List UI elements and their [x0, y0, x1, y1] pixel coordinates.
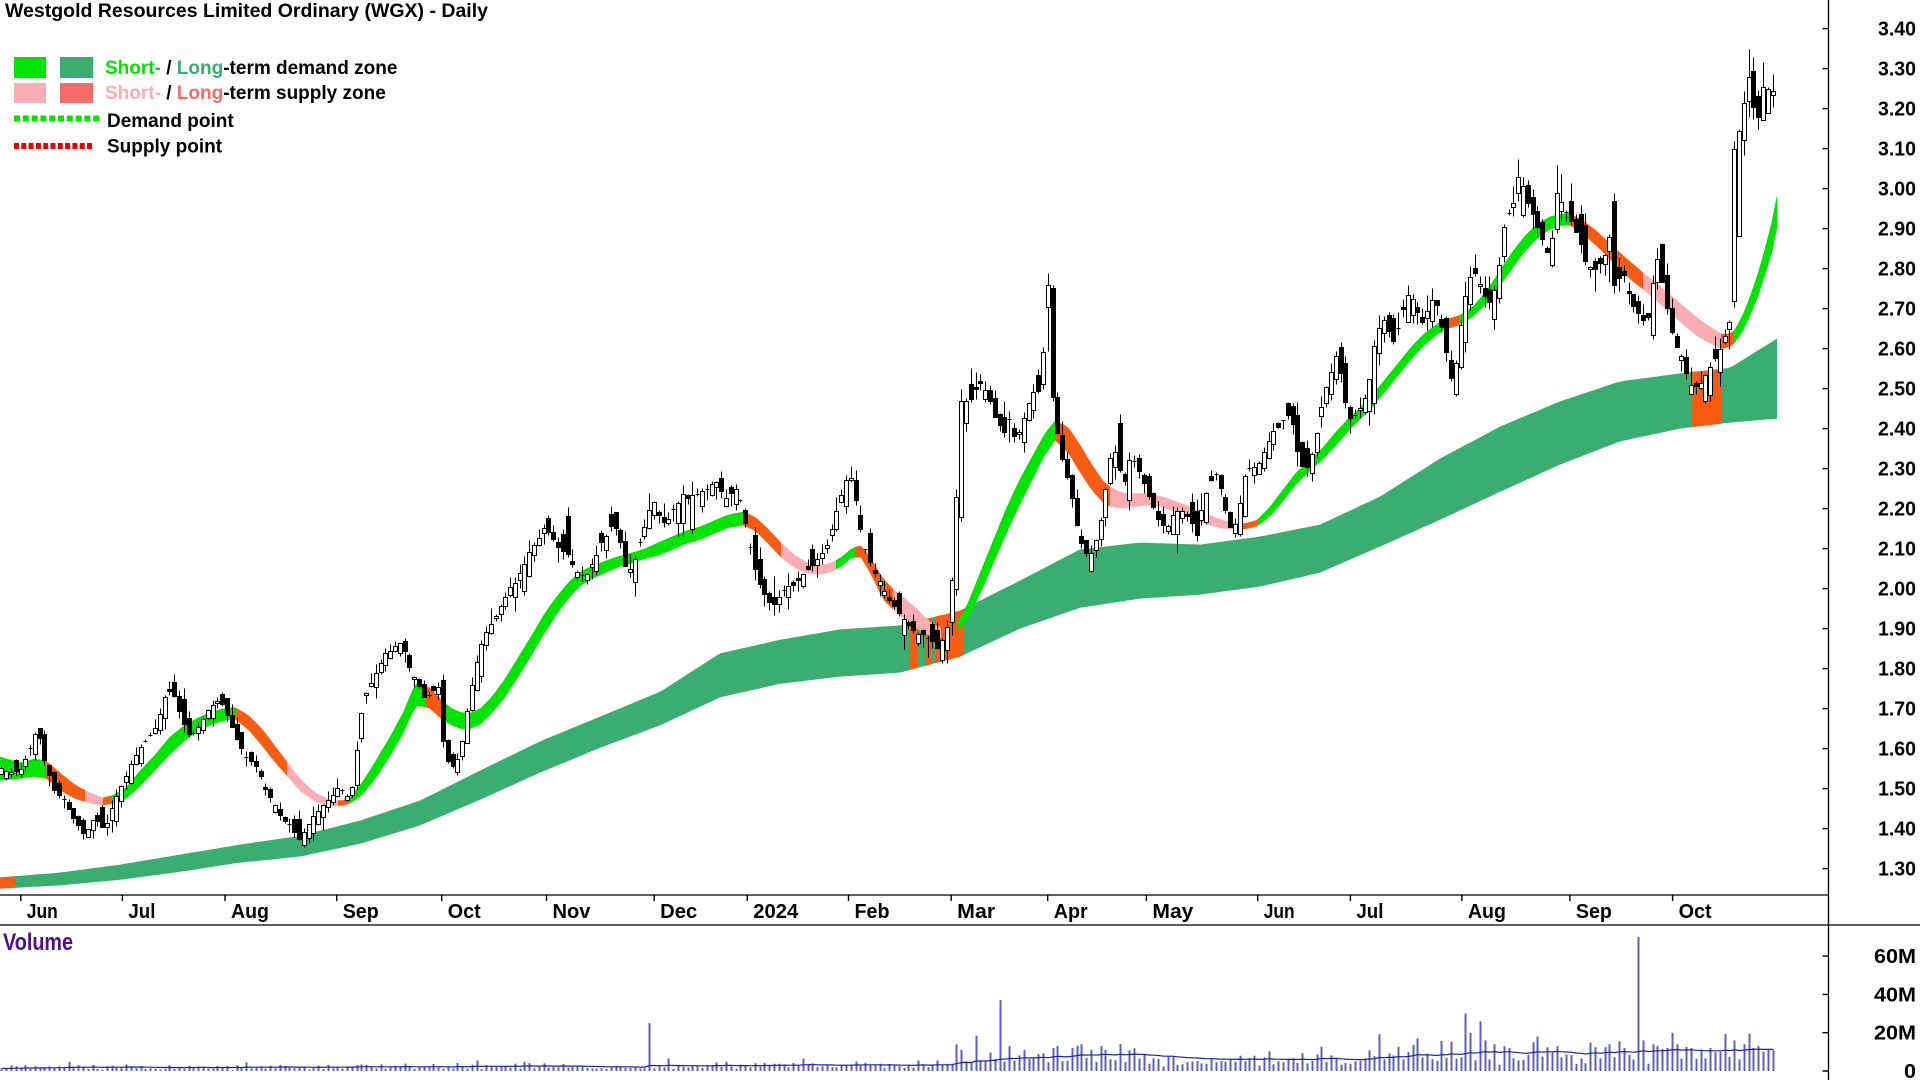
- svg-text:Westgold Resources Limited Ord: Westgold Resources Limited Ordinary (WGX…: [5, 1, 488, 22]
- svg-text:Aug: Aug: [1468, 901, 1506, 923]
- svg-text:20M: 20M: [1874, 1023, 1916, 1045]
- svg-text:2.90: 2.90: [1878, 219, 1916, 241]
- svg-text:Jun: Jun: [1264, 901, 1295, 923]
- svg-text:60M: 60M: [1874, 946, 1916, 968]
- svg-text:Sep: Sep: [1576, 901, 1612, 923]
- svg-text:2024: 2024: [753, 901, 799, 923]
- svg-text:Supply point: Supply point: [107, 137, 223, 158]
- svg-text:2.50: 2.50: [1878, 379, 1916, 401]
- svg-text:2.80: 2.80: [1878, 259, 1916, 281]
- svg-text:1.50: 1.50: [1878, 779, 1916, 801]
- svg-text:Dec: Dec: [660, 901, 697, 923]
- svg-text:Feb: Feb: [855, 901, 890, 923]
- svg-text:Jun: Jun: [27, 901, 58, 923]
- svg-text:40M: 40M: [1874, 984, 1916, 1006]
- svg-text:Oct: Oct: [1679, 901, 1712, 923]
- svg-text:2.30: 2.30: [1878, 459, 1916, 481]
- svg-text:Sep: Sep: [343, 901, 379, 923]
- svg-text:2.20: 2.20: [1878, 499, 1916, 521]
- svg-text:May: May: [1152, 901, 1194, 923]
- svg-text:Short- / Long-term demand zone: Short- / Long-term demand zone: [105, 58, 397, 79]
- svg-text:Jul: Jul: [128, 901, 155, 923]
- svg-text:3.30: 3.30: [1878, 59, 1916, 81]
- svg-text:Volume: Volume: [3, 929, 73, 956]
- svg-text:Demand point: Demand point: [107, 111, 234, 132]
- svg-text:1.70: 1.70: [1878, 699, 1916, 721]
- svg-text:1.30: 1.30: [1878, 859, 1916, 881]
- svg-text:2.40: 2.40: [1878, 419, 1916, 441]
- svg-text:2.10: 2.10: [1878, 539, 1916, 561]
- svg-text:3.00: 3.00: [1878, 179, 1916, 201]
- svg-text:2.70: 2.70: [1878, 299, 1916, 321]
- svg-text:2.60: 2.60: [1878, 339, 1916, 361]
- svg-text:3.40: 3.40: [1878, 19, 1916, 41]
- svg-text:3.20: 3.20: [1878, 99, 1916, 121]
- svg-text:Aug: Aug: [231, 901, 269, 923]
- svg-text:Short- / Long-term supply zone: Short- / Long-term supply zone: [105, 83, 386, 104]
- svg-text:1.60: 1.60: [1878, 739, 1916, 761]
- svg-text:0: 0: [1904, 1061, 1916, 1080]
- svg-text:3.10: 3.10: [1878, 139, 1916, 161]
- svg-text:Oct: Oct: [448, 901, 481, 923]
- svg-text:Apr: Apr: [1054, 901, 1088, 923]
- svg-text:1.90: 1.90: [1878, 619, 1916, 641]
- svg-text:1.80: 1.80: [1878, 659, 1916, 681]
- svg-text:Nov: Nov: [553, 901, 592, 923]
- svg-text:Mar: Mar: [957, 901, 995, 923]
- svg-text:1.40: 1.40: [1878, 819, 1916, 841]
- svg-text:Jul: Jul: [1356, 901, 1383, 923]
- svg-text:2.00: 2.00: [1878, 579, 1916, 601]
